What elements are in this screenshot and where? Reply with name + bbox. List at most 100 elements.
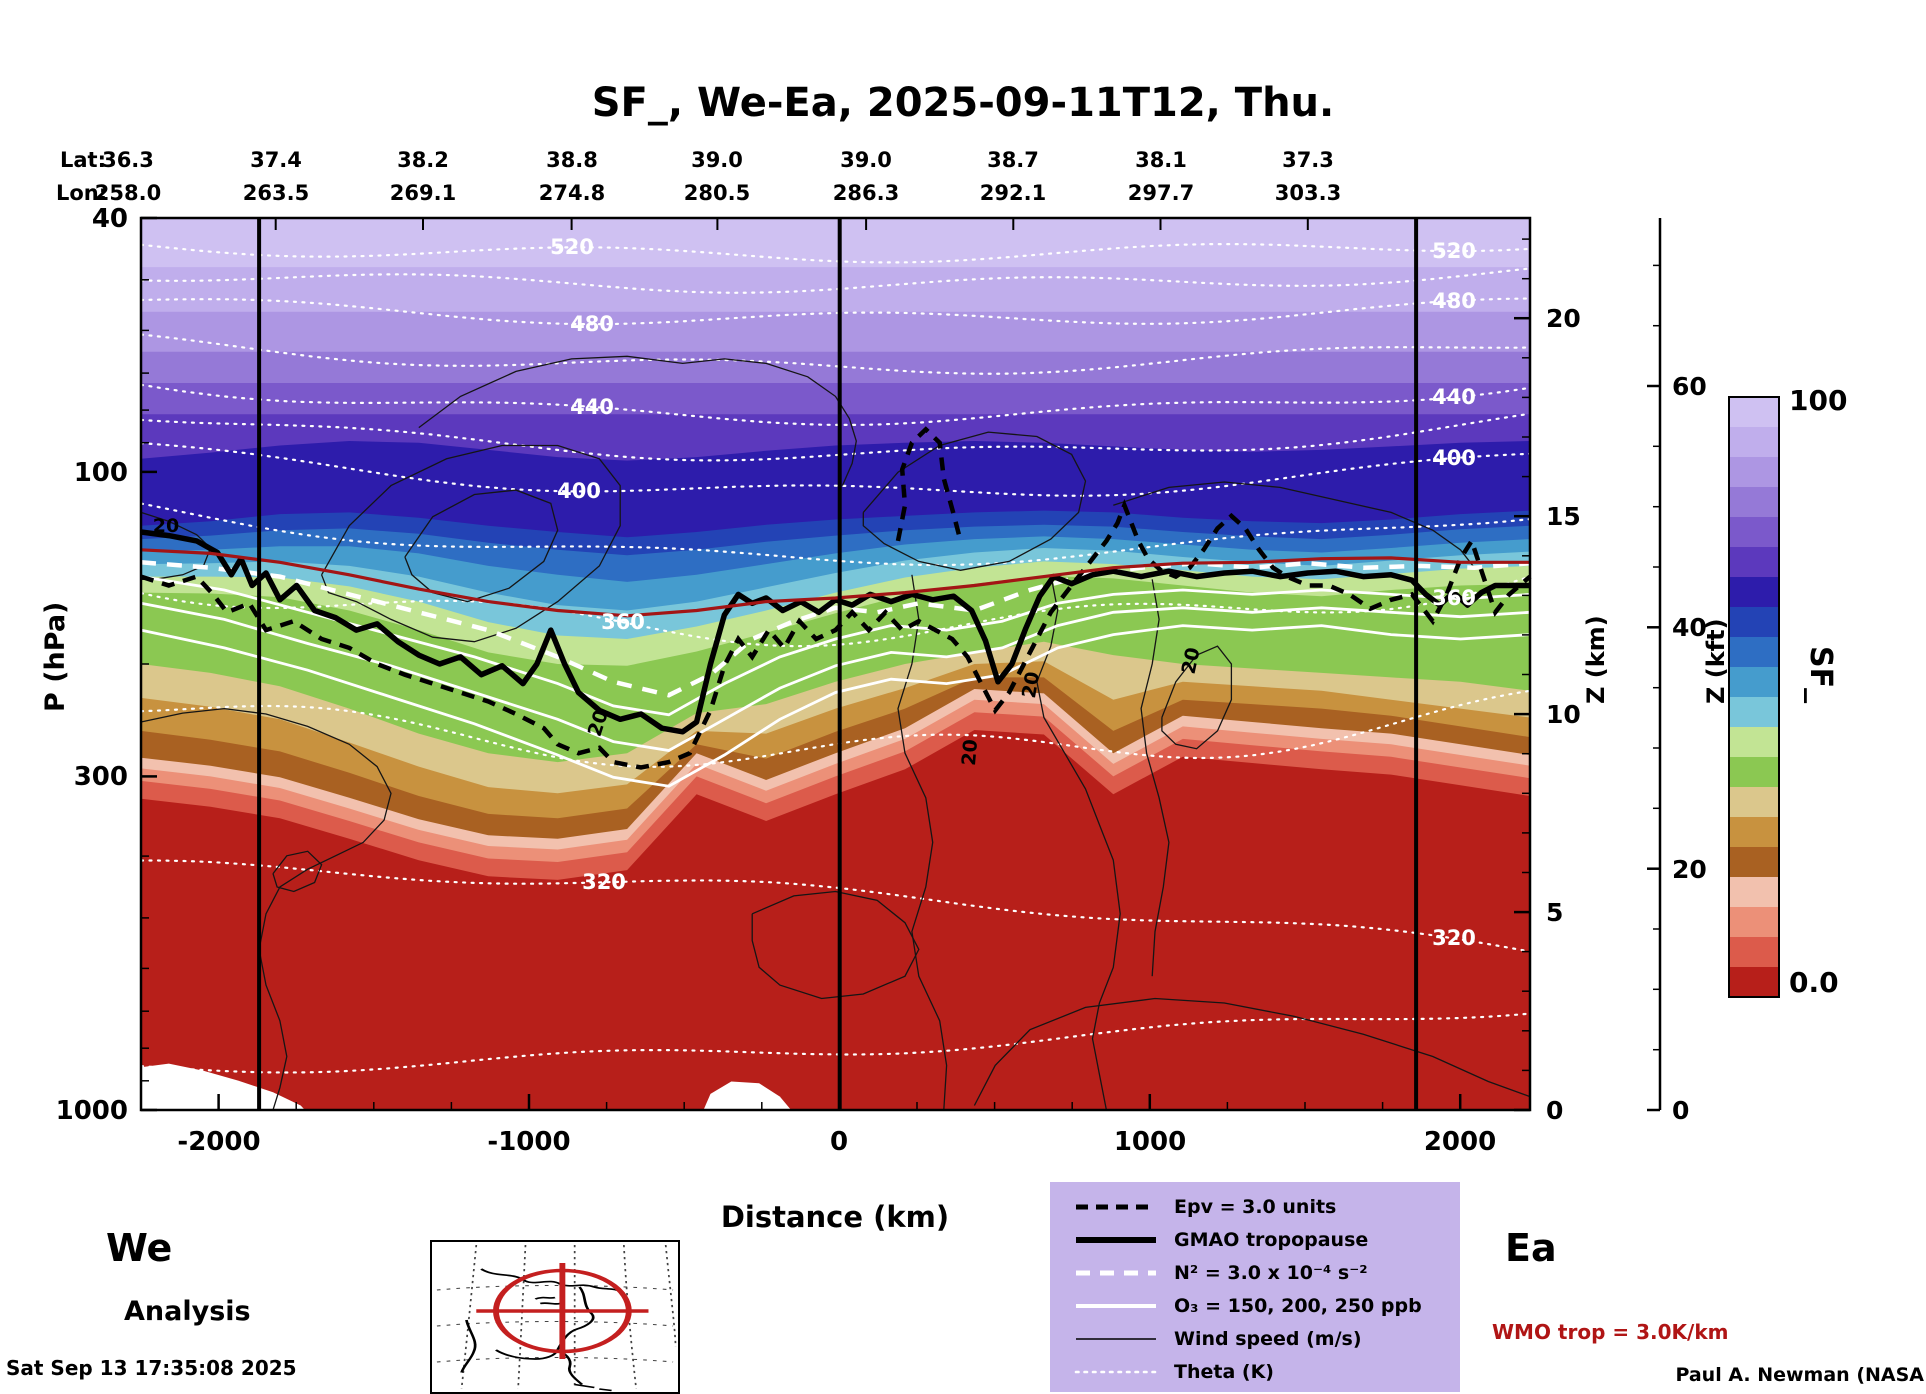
zkm-tick-labels: 0 5 10 15 20	[1546, 304, 1581, 1125]
lat-value: 36.3	[102, 148, 154, 172]
legend: Epv = 3.0 units GMAO tropopause N² = 3.0…	[1050, 1182, 1460, 1392]
theta-label: 360	[601, 610, 645, 634]
distance-axis-title: Distance (km)	[720, 1200, 950, 1234]
lat-value: 37.4	[250, 148, 302, 172]
map-inset	[430, 1240, 680, 1394]
theta-label: 480	[570, 312, 614, 336]
terrain	[141, 1063, 792, 1110]
epv-contours	[140, 426, 1532, 770]
page-title: SF_, We-Ea, 2025-09-11T12, Thu.	[591, 80, 1335, 126]
lon-value: 292.1	[979, 181, 1047, 205]
author-credit: Paul A. Newman (NASA	[1675, 1364, 1924, 1386]
zkft-tick-label: 60	[1672, 372, 1707, 401]
tropopause-line-swatch	[1076, 1236, 1156, 1243]
zkft-tick-label: 20	[1672, 855, 1707, 884]
wind-speed-contours	[140, 355, 1531, 1111]
svg-text:5: 5	[1546, 898, 1563, 927]
svg-text:2000: 2000	[1424, 1127, 1496, 1157]
colorbar	[1728, 396, 1780, 998]
legend-label: Theta (K)	[1174, 1360, 1274, 1383]
distance-tick-labels: -2000 -1000 0 1000 2000	[177, 1127, 1496, 1157]
wind-label: 20	[1178, 646, 1205, 676]
svg-text:15: 15	[1546, 502, 1581, 531]
pressure-axis-title: P (hPa)	[40, 601, 71, 712]
colorbar-min-label: 0.0	[1789, 966, 1839, 999]
zkft-tick-label: 40	[1672, 613, 1707, 642]
svg-text:-2000: -2000	[177, 1127, 260, 1157]
lat-value: 39.0	[691, 148, 743, 172]
lon-value: 269.1	[389, 181, 457, 205]
wind-line-swatch	[1076, 1337, 1156, 1340]
lat-value: 38.2	[397, 148, 449, 172]
wmo-tropopause-line	[140, 548, 1530, 618]
legend-label: Epv = 3.0 units	[1174, 1195, 1337, 1218]
svg-text:0: 0	[1546, 1096, 1563, 1125]
svg-text:10: 10	[1546, 700, 1581, 729]
analysis-label: Analysis	[124, 1296, 251, 1327]
legend-label: Wind speed (m/s)	[1174, 1327, 1362, 1350]
wind-label: 20	[153, 515, 179, 537]
theta-label: 480	[1432, 289, 1476, 313]
ozone-contours	[140, 575, 1531, 788]
wind-label: 20	[1018, 670, 1044, 700]
theta-label: 440	[570, 395, 614, 419]
o3-line-swatch	[1076, 1303, 1156, 1308]
legend-label: GMAO tropopause	[1174, 1228, 1369, 1251]
lon-axis-label: Lon:	[56, 181, 108, 205]
n2-contour	[140, 560, 1531, 698]
legend-item-wind: Wind speed (m/s)	[1050, 1322, 1460, 1355]
theta-contours	[139, 243, 1532, 1074]
svg-text:1000: 1000	[56, 1096, 128, 1126]
sf-filled-contours	[141, 218, 1530, 1111]
theta-label: 400	[1432, 446, 1476, 470]
waypoint-lines	[257, 218, 1419, 1110]
legend-label: O₃ = 150, 200, 250 ppb	[1174, 1294, 1422, 1317]
lon-value: 297.7	[1127, 181, 1195, 205]
west-endpoint-label: We	[106, 1226, 173, 1270]
theta-line-swatch	[1074, 1370, 1158, 1373]
legend-label: N² = 3.0 x 10⁻⁴ s⁻²	[1174, 1261, 1368, 1284]
lon-value: 274.8	[538, 181, 606, 205]
theta-label: 520	[1432, 239, 1476, 263]
theta-labels: 520 520 480 480 440 440 400 400 360 360 320 320	[550, 235, 1476, 950]
svg-text:40: 40	[92, 204, 128, 234]
svg-text:20: 20	[1546, 304, 1581, 333]
map-crosshair	[476, 1263, 649, 1359]
wind-label: 20	[958, 738, 982, 766]
zkft-tick-label: 0	[1672, 1096, 1689, 1125]
svg-text:-1000: -1000	[487, 1127, 570, 1157]
colorbar-title: SF_	[1803, 646, 1838, 704]
zkm-axis-title: Z (km)	[1582, 615, 1610, 704]
svg-text:100: 100	[74, 458, 128, 488]
lat-value: 38.1	[1135, 148, 1187, 172]
legend-item-n2: N² = 3.0 x 10⁻⁴ s⁻²	[1050, 1256, 1460, 1289]
svg-text:300: 300	[74, 762, 128, 792]
colorbar-max-label: 100	[1789, 384, 1848, 417]
lat-value: 37.3	[1282, 148, 1334, 172]
epv-line-swatch	[1076, 1204, 1156, 1209]
wmo-tropopause-note: WMO trop = 3.0K/km	[1492, 1320, 1729, 1344]
legend-item-o3: O₃ = 150, 200, 250 ppb	[1050, 1289, 1460, 1322]
theta-label: 360	[1432, 586, 1476, 610]
svg-text:0: 0	[830, 1127, 848, 1157]
plot-frame	[139, 216, 1532, 1112]
legend-item-theta: Theta (K)	[1050, 1355, 1460, 1388]
n2-line-swatch	[1076, 1270, 1156, 1275]
gmao-tropopause-line	[140, 529, 1530, 735]
lon-value: 258.0	[94, 181, 162, 205]
creation-timestamp: Sat Sep 13 17:35:08 2025	[6, 1356, 297, 1380]
legend-item-tropopause: GMAO tropopause	[1050, 1223, 1460, 1256]
east-endpoint-label: Ea	[1505, 1226, 1557, 1270]
pressure-tick-labels: 40 100 300 1000	[56, 204, 128, 1126]
lon-value: 303.3	[1274, 181, 1342, 205]
lon-value: 286.3	[832, 181, 900, 205]
lat-value: 39.0	[840, 148, 892, 172]
theta-label: 440	[1432, 385, 1476, 409]
lon-value: 280.5	[683, 181, 751, 205]
map-graticule	[436, 1244, 677, 1390]
lat-value: 38.8	[546, 148, 598, 172]
lon-value: 263.5	[242, 181, 310, 205]
